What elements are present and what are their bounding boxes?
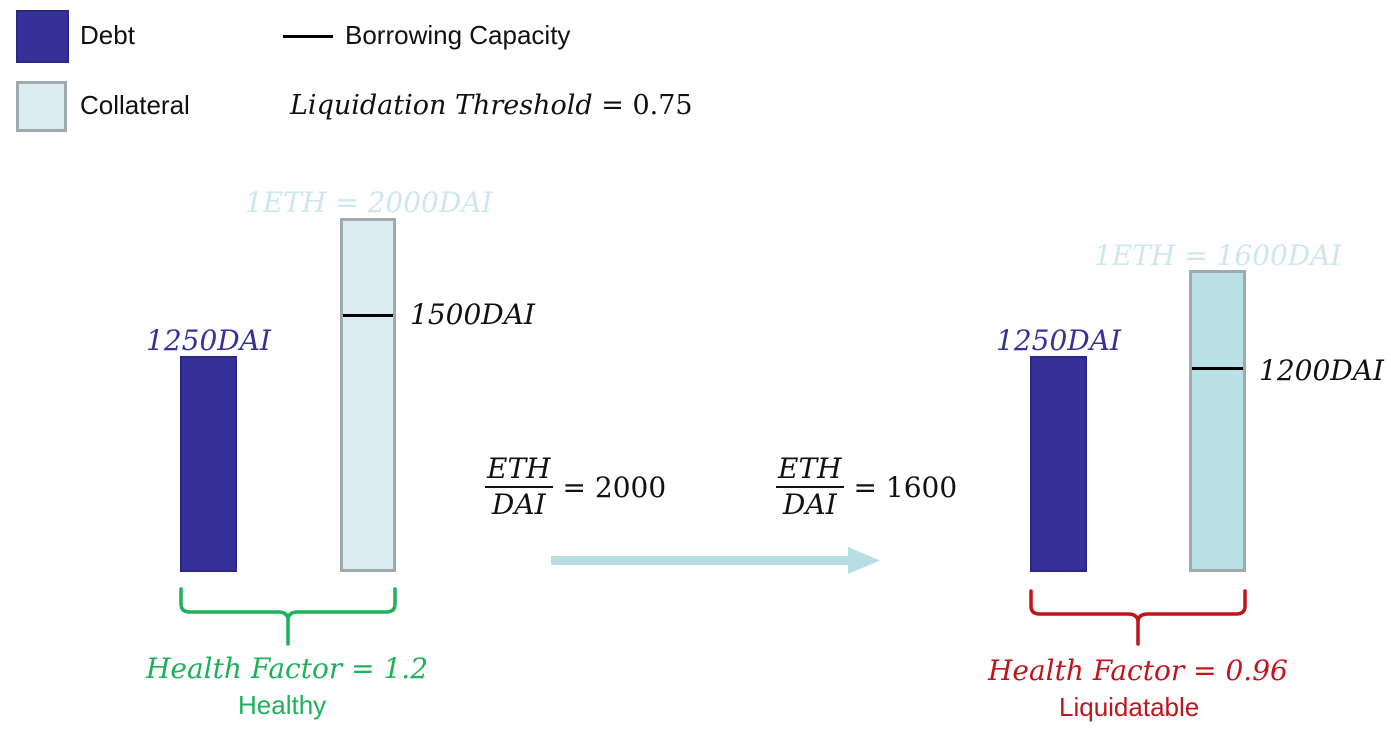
after-capacity-line (1192, 367, 1243, 370)
capacity-legend-label: Borrowing Capacity (345, 20, 571, 50)
before-status: Healthy (238, 690, 327, 720)
before-collateral-bar (340, 218, 396, 572)
after-price-ratio: ETH DAI = 1600 (776, 452, 957, 522)
before-price-ratio: ETH DAI = 2000 (485, 452, 666, 522)
liquidation-threshold-label: Liquidation Threshold (290, 90, 593, 121)
after-ratio-denominator: DAI (782, 488, 837, 521)
after-capacity-value: 1200DAI (1259, 354, 1384, 387)
before-price-label: 1ETH = 2000DAI (245, 186, 493, 219)
before-health-factor: Health Factor = 1.2 (146, 652, 429, 685)
before-ratio-numerator: ETH (487, 452, 551, 485)
after-debt-value: 1250DAI (996, 324, 1121, 357)
after-price-label: 1ETH = 1600DAI (1094, 239, 1342, 272)
after-status: Liquidatable (1059, 692, 1200, 722)
before-ratio-value: = 2000 (562, 470, 667, 504)
liquidation-threshold-text: Liquidation Threshold = 0.75 (290, 90, 693, 121)
before-bracket (179, 587, 397, 646)
capacity-legend-line (283, 35, 333, 38)
after-ratio-numerator: ETH (778, 452, 842, 485)
before-ratio-denominator: DAI (491, 488, 546, 521)
after-health-factor: Health Factor = 0.96 (988, 654, 1288, 687)
debt-legend-swatch (16, 10, 69, 63)
before-debt-value: 1250DAI (146, 324, 271, 357)
before-capacity-value: 1500DAI (410, 298, 535, 331)
collateral-legend-label: Collateral (80, 90, 190, 120)
after-debt-bar (1030, 356, 1087, 572)
before-capacity-line (343, 314, 393, 317)
after-collateral-bar (1189, 270, 1246, 572)
before-debt-bar (180, 356, 237, 572)
debt-legend-label: Debt (80, 20, 135, 50)
after-bracket (1029, 589, 1247, 646)
collateral-legend-swatch (16, 81, 67, 132)
after-ratio-value: = 1600 (853, 470, 958, 504)
transition-arrow (551, 547, 880, 574)
liquidation-threshold-value: = 0.75 (601, 90, 693, 121)
